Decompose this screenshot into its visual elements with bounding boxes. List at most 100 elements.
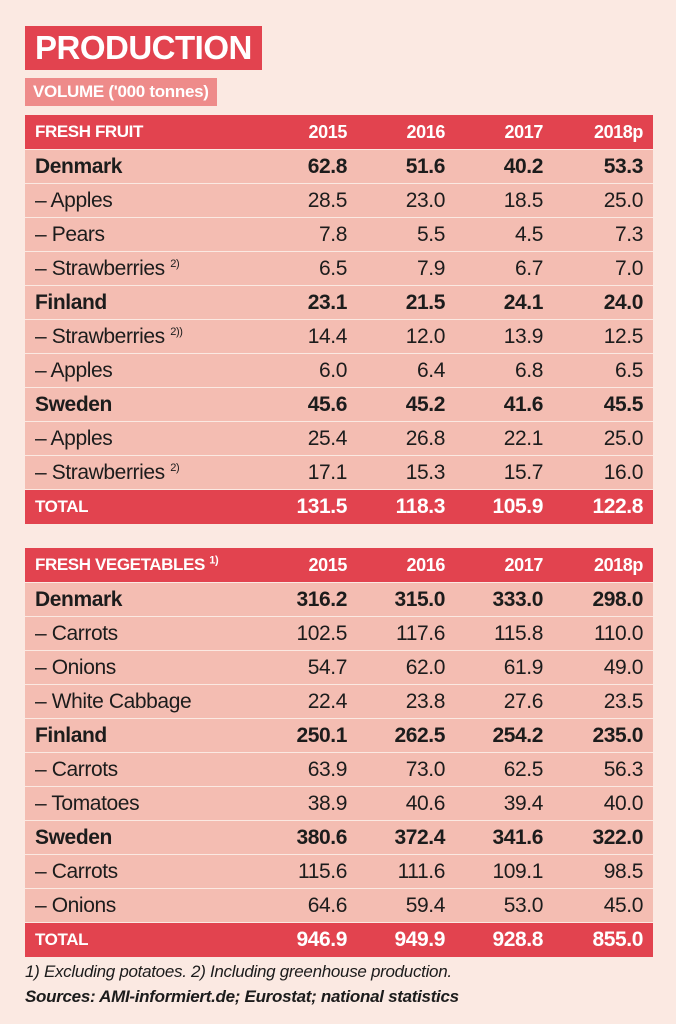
row-label-text: FRESH VEGETABLES xyxy=(35,555,205,574)
total-row: TOTAL 946.9 949.9 928.8 855.0 xyxy=(25,922,653,957)
total-label: TOTAL xyxy=(25,489,261,524)
value-cell: 102.5 xyxy=(261,616,357,651)
value-cell: 41.6 xyxy=(455,387,553,422)
value-cell: 39.4 xyxy=(455,786,553,821)
product-row: – Carrots 115.6 111.6 109.1 98.5 xyxy=(25,854,653,889)
value-cell: 6.4 xyxy=(357,353,455,388)
year-column-header: 2015 xyxy=(261,548,357,583)
value-cell: 12.0 xyxy=(357,319,455,354)
value-cell: 38.9 xyxy=(261,786,357,821)
value-cell: 63.9 xyxy=(261,752,357,787)
value-cell: 109.1 xyxy=(455,854,553,889)
value-cell: 298.0 xyxy=(553,582,653,617)
country-row: Sweden 45.6 45.2 41.6 45.5 xyxy=(25,387,653,422)
value-cell: 254.2 xyxy=(455,718,553,753)
product-row: – Apples 25.4 26.8 22.1 25.0 xyxy=(25,421,653,456)
value-cell: 25.4 xyxy=(261,421,357,456)
value-cell: 14.4 xyxy=(261,319,357,354)
year-column-header: 2016 xyxy=(357,548,455,583)
value-cell: 250.1 xyxy=(261,718,357,753)
value-cell: 21.5 xyxy=(357,285,455,320)
total-value-cell: 928.8 xyxy=(455,922,553,957)
value-cell: 322.0 xyxy=(553,820,653,855)
value-cell: 262.5 xyxy=(357,718,455,753)
footnote-text: 1) Excluding potatoes. 2) Including gree… xyxy=(25,962,452,981)
year-column-header: 2018p xyxy=(553,548,653,583)
value-cell: 40.6 xyxy=(357,786,455,821)
country-row: Denmark 62.8 51.6 40.2 53.3 xyxy=(25,149,653,184)
value-cell: 45.5 xyxy=(553,387,653,422)
value-cell: 117.6 xyxy=(357,616,455,651)
row-label-text: – Tomatoes xyxy=(35,791,140,815)
value-cell: 17.1 xyxy=(261,455,357,490)
table-header-row: FRESH FRUIT 2015 2016 2017 2018p xyxy=(25,115,653,150)
row-label: – Strawberries 2) xyxy=(25,251,261,286)
row-label: Finland xyxy=(25,718,261,753)
row-label-text: Finland xyxy=(35,723,107,747)
value-cell: 18.5 xyxy=(455,183,553,218)
value-cell: 45.2 xyxy=(357,387,455,422)
row-label: Denmark xyxy=(25,582,261,617)
row-label-text: – Apples xyxy=(35,188,113,212)
value-cell: 45.6 xyxy=(261,387,357,422)
value-cell: 40.0 xyxy=(553,786,653,821)
product-row: – Apples 6.0 6.4 6.8 6.5 xyxy=(25,353,653,388)
total-label: TOTAL xyxy=(25,922,261,957)
total-value-cell: 855.0 xyxy=(553,922,653,957)
value-cell: 64.6 xyxy=(261,888,357,923)
footnote-marker: 2) xyxy=(170,257,180,270)
row-label-text: – Apples xyxy=(35,358,113,382)
total-value-cell: 122.8 xyxy=(553,489,653,524)
year-column-header: 2017 xyxy=(455,115,553,150)
row-label-text: – Strawberries xyxy=(35,256,165,280)
value-cell: 316.2 xyxy=(261,582,357,617)
row-label-text: – Onions xyxy=(35,655,116,679)
product-row: – Onions 64.6 59.4 53.0 45.0 xyxy=(25,888,653,923)
row-label: – Strawberries 2) xyxy=(25,455,261,490)
value-cell: 115.6 xyxy=(261,854,357,889)
value-cell: 6.0 xyxy=(261,353,357,388)
product-row: – Strawberries 2) 17.1 15.3 15.7 16.0 xyxy=(25,455,653,490)
value-cell: 333.0 xyxy=(455,582,553,617)
value-cell: 49.0 xyxy=(553,650,653,685)
value-cell: 61.9 xyxy=(455,650,553,685)
value-cell: 6.8 xyxy=(455,353,553,388)
value-cell: 372.4 xyxy=(357,820,455,855)
fresh-fruit-table: FRESH FRUIT 2015 2016 2017 2018p Denmark 62.8 5… xyxy=(25,115,653,524)
value-cell: 51.6 xyxy=(357,149,455,184)
value-cell: 6.7 xyxy=(455,251,553,286)
value-cell: 27.6 xyxy=(455,684,553,719)
row-label: – Onions xyxy=(25,888,261,923)
row-label-text: – Apples xyxy=(35,426,113,450)
fresh-vegetables-table: FRESH VEGETABLES 1) 2015 2016 2017 2018p Denm… xyxy=(25,548,653,957)
row-label-text: – Onions xyxy=(35,893,116,917)
footnote-marker: 2)) xyxy=(170,325,183,338)
product-row: – Strawberries 2) 6.5 7.9 6.7 7.0 xyxy=(25,251,653,286)
product-row: – White Cabbage 22.4 23.8 27.6 23.5 xyxy=(25,684,653,719)
total-value-cell: 131.5 xyxy=(261,489,357,524)
row-label-text: Sweden xyxy=(35,825,112,849)
value-cell: 16.0 xyxy=(553,455,653,490)
country-row: Finland 23.1 21.5 24.1 24.0 xyxy=(25,285,653,320)
year-column-header: 2018p xyxy=(553,115,653,150)
row-label: – Tomatoes xyxy=(25,786,261,821)
row-label: – Apples xyxy=(25,353,261,388)
sources-text: Sources: AMI-informiert.de; Eurostat; na… xyxy=(25,987,459,1006)
year-column-header: 2017 xyxy=(455,548,553,583)
value-cell: 54.7 xyxy=(261,650,357,685)
product-row: – Strawberries 2)) 14.4 12.0 13.9 12.5 xyxy=(25,319,653,354)
value-cell: 25.0 xyxy=(553,183,653,218)
value-cell: 24.0 xyxy=(553,285,653,320)
table-section-label: FRESH FRUIT xyxy=(25,115,261,150)
value-cell: 12.5 xyxy=(553,319,653,354)
value-cell: 111.6 xyxy=(357,854,455,889)
value-cell: 59.4 xyxy=(357,888,455,923)
row-label: Finland xyxy=(25,285,261,320)
value-cell: 28.5 xyxy=(261,183,357,218)
product-row: – Carrots 102.5 117.6 115.8 110.0 xyxy=(25,616,653,651)
footnote-marker: 2) xyxy=(170,461,180,474)
row-label: – Carrots xyxy=(25,752,261,787)
total-value-cell: 946.9 xyxy=(261,922,357,957)
value-cell: 4.5 xyxy=(455,217,553,252)
value-cell: 25.0 xyxy=(553,421,653,456)
